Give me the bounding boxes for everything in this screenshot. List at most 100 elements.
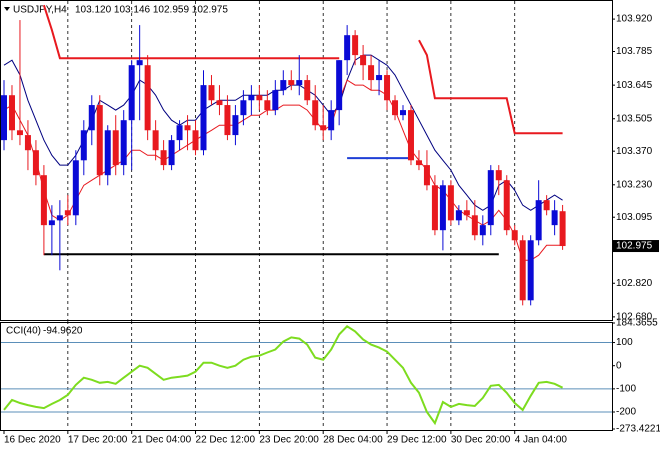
candle-body bbox=[455, 210, 462, 221]
candle-body bbox=[543, 200, 550, 211]
cci-title: CCI(40) bbox=[6, 326, 41, 337]
y-tick-label: 100 bbox=[616, 337, 633, 348]
x-tick-label: 29 Dec 12:00 bbox=[387, 435, 447, 446]
candle-body bbox=[551, 210, 558, 226]
y-tick-label: 184.3655 bbox=[616, 318, 658, 329]
y-tick-label: 103.230 bbox=[616, 179, 653, 190]
candle-body bbox=[264, 100, 271, 111]
candle-body bbox=[120, 120, 127, 166]
candle-body bbox=[463, 210, 470, 216]
x-tick-label: 21 Dec 04:00 bbox=[132, 435, 192, 446]
candle-body bbox=[312, 100, 319, 126]
candle-body bbox=[511, 230, 518, 241]
candle-body bbox=[216, 100, 223, 106]
candle-body bbox=[400, 110, 406, 116]
overlay-line bbox=[3, 79, 563, 261]
symbol-title: USDJPY,H4 bbox=[13, 5, 67, 16]
y-tick-label: 102.680 bbox=[616, 312, 653, 323]
candle-body bbox=[40, 175, 47, 226]
candle-body bbox=[559, 211, 566, 247]
candle-body bbox=[487, 170, 494, 226]
candle-body bbox=[256, 95, 263, 101]
candle-body bbox=[296, 80, 303, 86]
candle-body bbox=[152, 130, 159, 151]
candle-body bbox=[64, 210, 71, 216]
candle-body bbox=[128, 65, 135, 121]
candle-body bbox=[328, 110, 335, 131]
candle-body bbox=[344, 35, 351, 61]
overlay-line bbox=[42, 4, 563, 135]
cci-frame bbox=[0, 322, 613, 431]
x-tick-label: 30 Dec 20:00 bbox=[451, 435, 511, 446]
candle-body bbox=[471, 215, 478, 236]
y-tick-label: 102.820 bbox=[616, 278, 653, 289]
candle-body bbox=[272, 90, 279, 111]
candle-body bbox=[495, 170, 502, 181]
candle-body bbox=[535, 200, 542, 241]
candle-body bbox=[88, 105, 95, 131]
candle-body bbox=[280, 80, 287, 91]
candle-body bbox=[8, 95, 15, 131]
candle-body bbox=[1, 95, 7, 141]
candle-body bbox=[415, 160, 422, 166]
candle-body bbox=[136, 60, 143, 66]
candle-body bbox=[184, 125, 191, 131]
cci-current: -94.9620 bbox=[43, 326, 83, 337]
candle-body bbox=[368, 65, 375, 81]
candle-body bbox=[527, 240, 534, 301]
candle-body bbox=[72, 160, 79, 216]
candle-body bbox=[192, 130, 199, 151]
y-tick-label: 103.505 bbox=[616, 113, 653, 124]
candle-body bbox=[479, 225, 486, 236]
menu-arrow[interactable] bbox=[4, 7, 10, 11]
x-tick-label: 28 Dec 04:00 bbox=[323, 435, 383, 446]
candle-body bbox=[112, 130, 119, 166]
candle-body bbox=[320, 125, 327, 131]
candle-body bbox=[304, 80, 311, 101]
x-tick-label: 4 Jan 04:00 bbox=[515, 435, 568, 446]
candle-body bbox=[232, 115, 239, 136]
candle-body bbox=[32, 150, 39, 176]
x-tick-label: 23 Dec 20:00 bbox=[259, 435, 319, 446]
candle-body bbox=[431, 185, 438, 231]
candle-body bbox=[240, 100, 247, 116]
y-tick-label: 103.785 bbox=[616, 46, 653, 57]
candle-body bbox=[224, 105, 231, 136]
candle-body bbox=[16, 130, 23, 136]
y-tick-label: -273.4221 bbox=[616, 424, 660, 435]
candle-body bbox=[104, 130, 111, 176]
candle-body bbox=[176, 125, 183, 141]
last-price-box bbox=[613, 240, 659, 253]
candle-body bbox=[360, 55, 367, 66]
candle-body bbox=[248, 95, 255, 101]
candle-body bbox=[352, 35, 359, 56]
x-tick-label: 16 Dec 2020 bbox=[4, 435, 61, 446]
candle-body bbox=[200, 85, 207, 151]
y-tick-label: 103.645 bbox=[616, 80, 653, 91]
candle-body bbox=[376, 75, 383, 81]
candle-body bbox=[423, 165, 430, 186]
candle-body bbox=[168, 140, 175, 166]
main-frame bbox=[0, 0, 613, 321]
candle-body bbox=[160, 150, 167, 166]
candle-body bbox=[392, 100, 399, 116]
candle-body bbox=[519, 240, 526, 301]
x-tick-label: 22 Dec 12:00 bbox=[196, 435, 256, 446]
y-tick-label: -100 bbox=[616, 383, 636, 394]
last-price-label: 102.975 bbox=[616, 241, 653, 252]
candle-body bbox=[208, 85, 215, 101]
candle-body bbox=[447, 185, 454, 221]
candle-body bbox=[24, 135, 31, 151]
ohlc-label: 103.120 103.146 102.959 102.975 bbox=[75, 5, 228, 16]
candle-body bbox=[56, 215, 63, 221]
candle-body bbox=[48, 220, 55, 226]
candle-body bbox=[336, 60, 343, 111]
cci-line bbox=[3, 325, 564, 426]
y-tick-label: 0 bbox=[616, 360, 622, 371]
candle-body bbox=[288, 80, 295, 86]
y-tick-label: 103.095 bbox=[616, 212, 653, 223]
x-tick-label: 17 Dec 20:00 bbox=[68, 435, 128, 446]
candle-body bbox=[96, 105, 103, 176]
